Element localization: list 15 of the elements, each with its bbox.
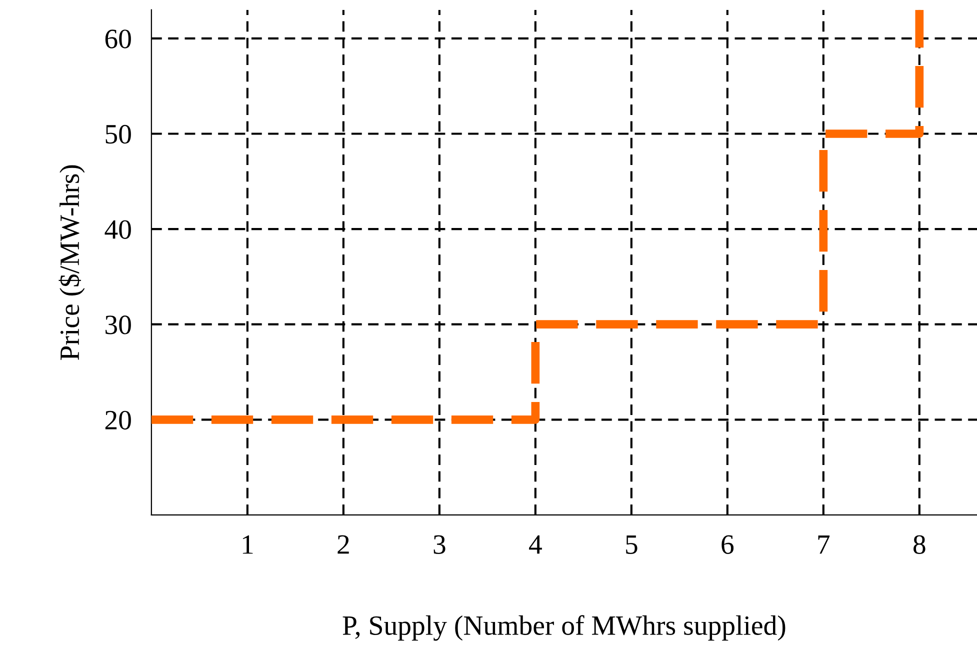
x-tick-label: 5: [626, 535, 638, 554]
x-tick-label: 2: [338, 535, 349, 554]
x-tick-label: 1: [242, 535, 253, 554]
y-tick-label: 40: [104, 220, 131, 239]
x-tick-label: 6: [722, 535, 734, 554]
y-tick-label: 20: [105, 410, 131, 430]
x-tick-label: 8: [914, 535, 926, 554]
y-axis-title: Price ($/MW-hrs): [58, 165, 85, 360]
y-tick-label: 30: [106, 316, 131, 334]
y-tick-label: 60: [105, 30, 131, 48]
x-axis-title: P, Supply (Number of MWhrs supplied): [342, 615, 786, 641]
x-tick-label: 4: [529, 535, 542, 554]
x-tick-label: 3: [434, 535, 446, 554]
y-tick-label: 50: [106, 124, 131, 144]
x-tick-label: 7: [818, 535, 830, 554]
